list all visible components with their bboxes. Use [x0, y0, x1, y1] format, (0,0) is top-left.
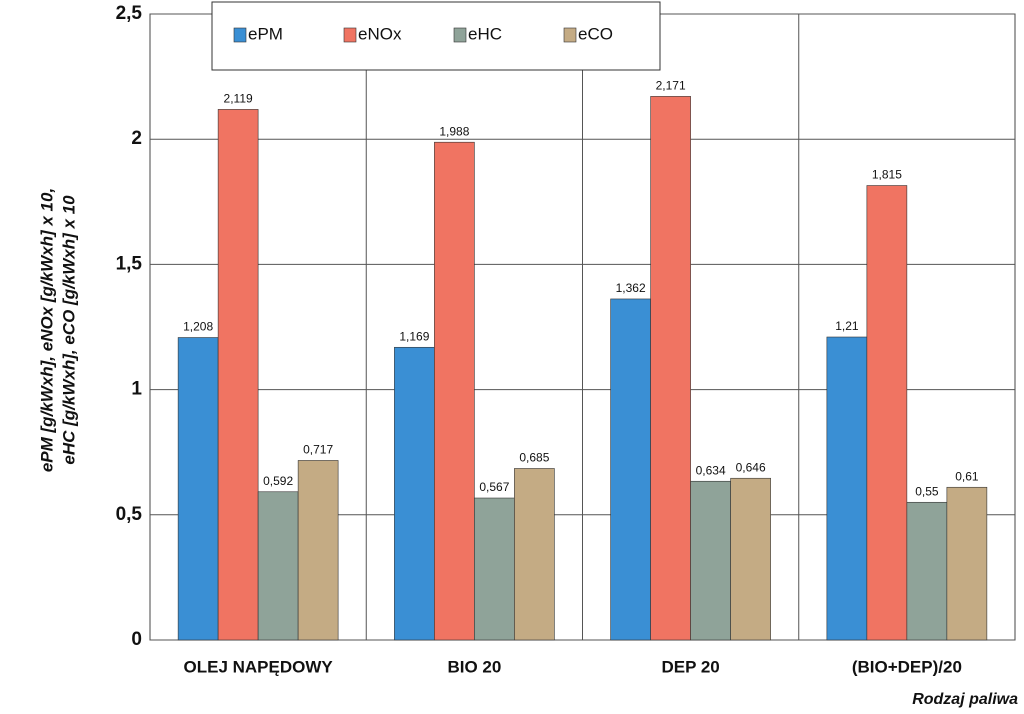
bar: [514, 468, 555, 641]
bar: [826, 336, 868, 641]
y-tick-label: 2: [131, 128, 142, 149]
data-label: 0,646: [736, 460, 766, 474]
legend-label: eCO: [578, 24, 613, 43]
data-label: 0,61: [955, 469, 979, 483]
y-axis-label-line: ePM [g/kWxh], eNOx [g/kWxh] x 10,: [37, 188, 56, 472]
legend-swatch: [453, 27, 467, 43]
bar: [434, 141, 475, 641]
data-label: 2,119: [224, 92, 253, 106]
bar: [730, 477, 771, 641]
data-label: 1,208: [183, 320, 213, 334]
data-label: 0,717: [303, 443, 333, 457]
bar: [177, 337, 219, 641]
data-label: 0,592: [263, 474, 293, 488]
bar: [866, 185, 908, 641]
bar: [474, 497, 515, 641]
y-tick-label: 0: [131, 629, 142, 650]
x-tick-label: BIO 20: [447, 657, 501, 676]
bar: [257, 491, 299, 641]
data-label: 1,169: [399, 329, 429, 343]
y-axis-label: ePM [g/kWxh], eNOx [g/kWxh] x 10, eHC [g…: [37, 188, 78, 472]
x-tick-label: (BIO+DEP)/20: [852, 657, 962, 676]
x-tick-label: DEP 20: [661, 657, 719, 676]
legend-swatch: [233, 27, 247, 43]
data-label: 1,988: [439, 124, 469, 138]
legend-swatch: [343, 27, 357, 43]
data-label: 1,21: [835, 319, 859, 333]
x-tick-label: OLEJ NAPĘDOWY: [184, 657, 334, 676]
y-tick-label: 0,5: [116, 504, 143, 525]
data-label: 1,362: [616, 281, 646, 295]
bar: [217, 109, 259, 641]
bar: [610, 298, 651, 641]
bar: [690, 480, 731, 641]
y-tick-label: 2,5: [116, 3, 143, 24]
data-label: 1,815: [872, 168, 902, 182]
bar: [906, 501, 948, 641]
bar: [946, 486, 988, 641]
legend-label: eNOx: [358, 24, 402, 43]
data-label: 0,567: [479, 480, 509, 494]
data-label: 0,55: [915, 484, 939, 498]
bar: [650, 96, 691, 641]
bar: [297, 460, 339, 641]
y-tick-label: 1: [131, 379, 142, 400]
legend-swatch: [563, 27, 577, 43]
bar: [394, 346, 435, 641]
y-axis-label-line: eHC [g/kWxh], eCO [g/kWxh] x 10: [59, 195, 78, 465]
data-label: 0,685: [519, 451, 549, 465]
y-tick-label: 1,5: [116, 253, 143, 274]
legend-label: ePM: [248, 24, 283, 43]
legend-box: [211, 1, 661, 71]
data-label: 0,634: [696, 463, 726, 477]
legend-label: eHC: [468, 24, 502, 43]
x-axis-label: Rodzaj paliwa: [912, 691, 1018, 708]
data-label: 2,171: [656, 79, 686, 93]
legend: ePM eNOx eHC eCO: [211, 1, 661, 71]
